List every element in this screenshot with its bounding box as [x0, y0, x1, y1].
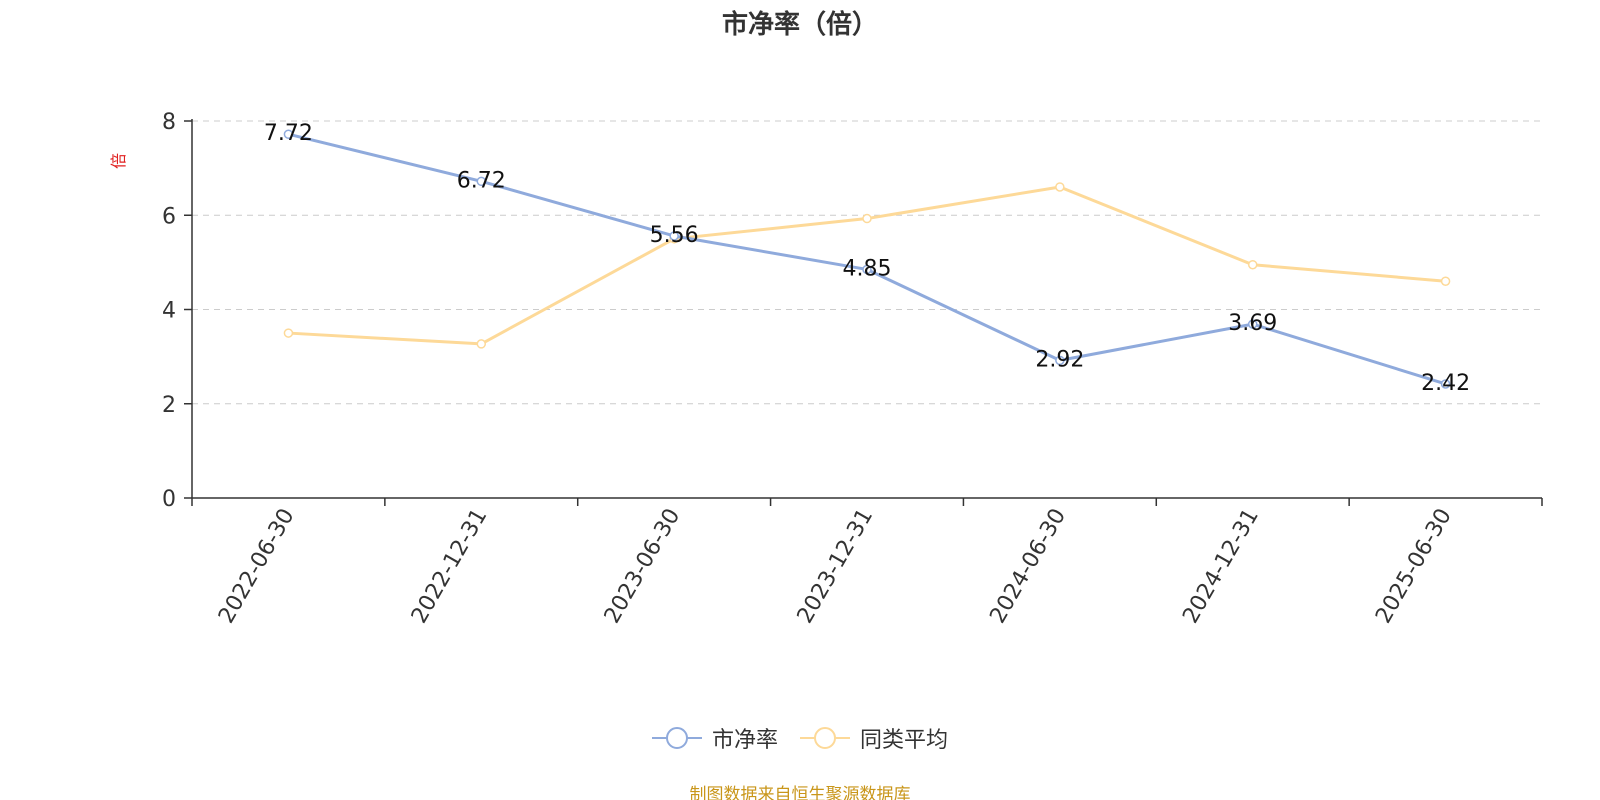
- legend-label-pb: 市净率: [711, 728, 778, 753]
- data-point-1: [1247, 259, 1258, 270]
- data-point-1: [1440, 276, 1451, 286]
- legend-label-peer-average: 同类平均: [860, 728, 949, 753]
- data-point-0: [669, 231, 679, 241]
- data-point-1: [862, 213, 872, 224]
- chart-title: 市净率（倍）: [721, 10, 878, 40]
- data-label: 2.92: [1035, 347, 1084, 372]
- data-point-0: [283, 129, 294, 139]
- legend-swatch-pb-icon: [651, 727, 702, 749]
- x-tick-label: 2023-12-31: [793, 505, 879, 628]
- data-point-0: [1440, 379, 1451, 389]
- legend-item-pb[interactable]: 市净率: [651, 722, 778, 754]
- data-label: 3.69: [1228, 311, 1277, 336]
- legend-item-peer-average[interactable]: 同类平均: [800, 722, 948, 754]
- data-point-0: [1247, 319, 1258, 329]
- x-tick-label: 2023-06-30: [600, 505, 686, 628]
- data-label: 5.56: [650, 223, 699, 248]
- x-tick-label: 2025-06-30: [1371, 505, 1457, 628]
- y-tick-label: 2: [162, 393, 176, 418]
- x-tick-label: 2024-12-31: [1178, 505, 1264, 628]
- data-point-0: [862, 264, 872, 275]
- x-tick-label: 2022-12-31: [407, 505, 493, 628]
- data-point-1: [476, 339, 487, 349]
- y-axis-label: 倍: [109, 153, 128, 169]
- data-point-0: [1055, 355, 1065, 366]
- y-tick-label: 0: [162, 487, 176, 512]
- legend: 市净率 同类平均: [0, 722, 1600, 754]
- y-tick-label: 4: [162, 299, 176, 324]
- y-tick-label: 6: [162, 204, 176, 229]
- x-tick-label: 2024-06-30: [985, 505, 1071, 628]
- legend-swatch-peer-average-icon: [800, 727, 850, 749]
- data-point-1: [1055, 182, 1065, 192]
- data-label: 2.42: [1421, 371, 1470, 396]
- data-label: 6.72: [457, 168, 506, 193]
- data-label: 4.85: [843, 256, 892, 281]
- data-point-1: [283, 328, 294, 338]
- y-tick-label: 8: [162, 110, 176, 135]
- source-note: 制图数据来自恒生聚源数据库: [689, 785, 911, 800]
- x-tick-label: 2022-06-30: [214, 505, 300, 628]
- data-point-0: [476, 176, 487, 187]
- data-label: 7.72: [264, 121, 313, 146]
